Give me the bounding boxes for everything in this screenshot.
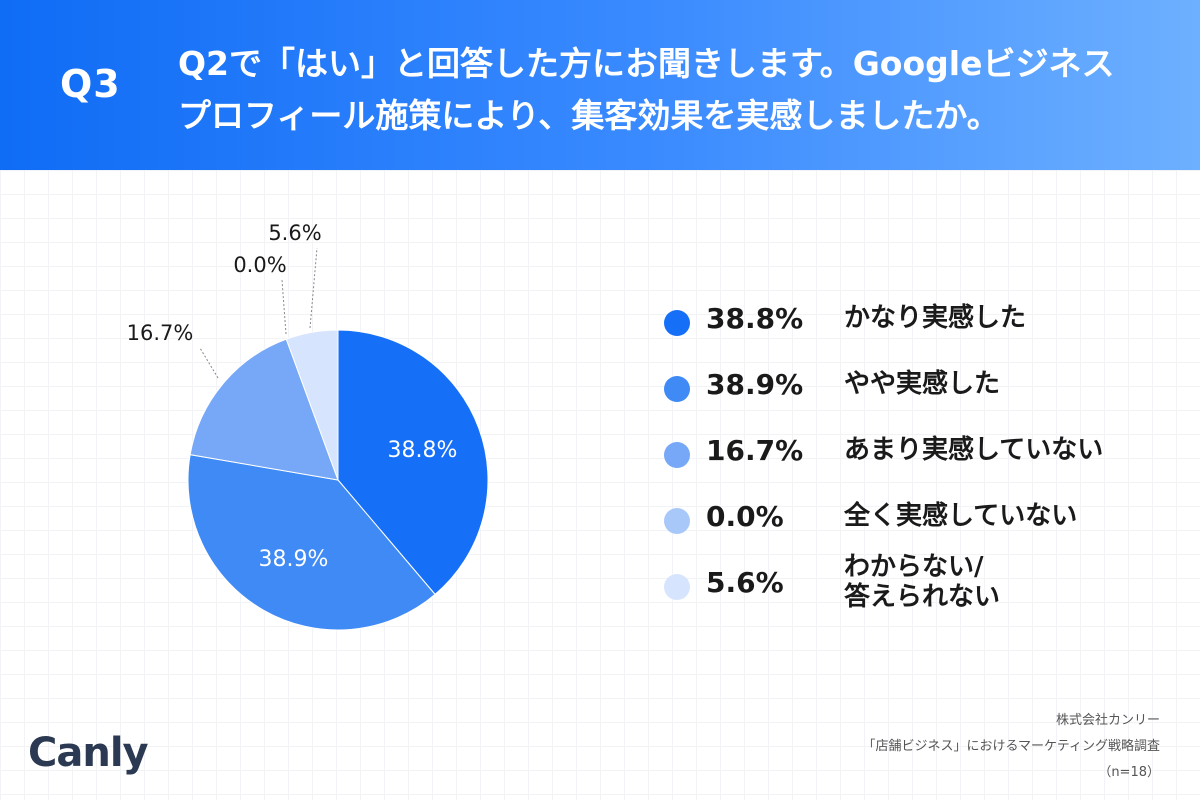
pie-label-2: 38.9%: [258, 547, 328, 572]
pie-label-4: 0.0%: [233, 253, 286, 277]
legend-value-1: 38.8%: [706, 302, 804, 335]
pie-slice-3: [189, 338, 339, 481]
question-line-2: プロフィール施策により、集客効果を実感しましたか。: [178, 96, 1000, 135]
legend: 38.8% かなり実感した 38.9% やや実感した 16.7% あまり実感して…: [662, 298, 1182, 628]
legend-item-5: 5.6% わからない/ 答えられない: [662, 552, 1182, 628]
pie-slice-5: [285, 329, 339, 481]
legend-label-4: 全く実感していない: [844, 501, 1078, 531]
legend-dot-4: [664, 508, 690, 534]
legend-label-5-line-1: わからない/: [844, 552, 984, 582]
footer-company: 株式会社カンリー: [1055, 713, 1160, 728]
pie-label-3: 16.7%: [127, 321, 194, 345]
legend-dot-1: [664, 310, 690, 336]
legend-item-4: 0.0% 全く実感していない: [662, 496, 1182, 562]
question-text: Q2で「はい」と回答した方にお聞きします。Googleビジネス プロフィール施策…: [178, 38, 1178, 142]
pie-leader-line-4: [281, 279, 287, 335]
legend-value-3: 16.7%: [706, 434, 804, 467]
pie-leader-line-5: [309, 247, 318, 329]
legend-label-1: かなり実感した: [844, 303, 1027, 333]
legend-label-3: あまり実感していない: [844, 435, 1104, 465]
pie-slice-2: [187, 454, 436, 631]
footer-survey-title: 「店舗ビジネス」におけるマーケティング戦略調査: [862, 739, 1160, 754]
pie-label-5: 5.6%: [268, 221, 321, 245]
legend-value-2: 38.9%: [706, 368, 804, 401]
legend-label-5-line-2: 答えられない: [844, 582, 1001, 612]
legend-value-5: 5.6%: [706, 566, 784, 599]
pie-label-1: 38.8%: [388, 438, 458, 463]
legend-dot-5: [664, 574, 690, 600]
legend-label-2: やや実感した: [844, 369, 1001, 399]
canly-logo: Canly: [28, 730, 149, 776]
question-line-1: Q2で「はい」と回答した方にお聞きします。Googleビジネス: [178, 44, 1115, 83]
legend-item-3: 16.7% あまり実感していない: [662, 430, 1182, 496]
pie-leader-line-3: [199, 347, 219, 379]
legend-dot-2: [664, 376, 690, 402]
header-banner: Q3 Q2で「はい」と回答した方にお聞きします。Googleビジネス プロフィー…: [0, 0, 1200, 170]
legend-item-1: 38.8% かなり実感した: [662, 298, 1182, 364]
legend-item-2: 38.9% やや実感した: [662, 364, 1182, 430]
footer-sample-size: （n=18）: [1098, 765, 1160, 780]
footer-credit: 株式会社カンリー 「店舗ビジネス」におけるマーケティング戦略調査 （n=18）: [863, 708, 1160, 786]
legend-dot-3: [664, 442, 690, 468]
legend-label-5: わからない/ 答えられない: [844, 552, 1000, 612]
legend-value-4: 0.0%: [706, 500, 784, 533]
pie-slice-1: [337, 329, 489, 596]
question-number: Q3: [60, 62, 121, 106]
